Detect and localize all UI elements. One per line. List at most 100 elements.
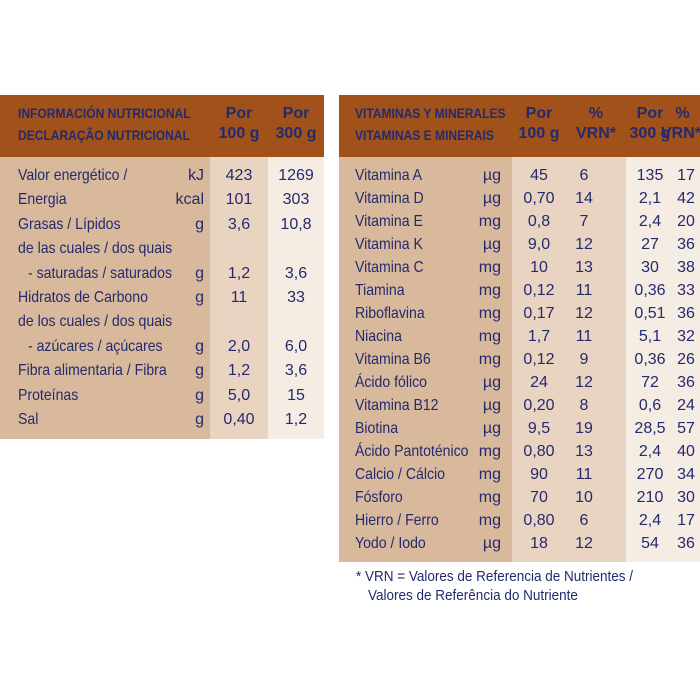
vrn-per-300g: 26 — [677, 351, 695, 368]
vitamin-unit: µg — [482, 535, 501, 552]
col-per100-header-top: Por — [525, 105, 553, 122]
value-per-300g: 30 — [641, 259, 659, 276]
vitamin-name: Biotina — [355, 420, 399, 437]
nutrient-unit: g — [195, 411, 204, 428]
nutrient-name: Valor energético / — [18, 167, 128, 184]
value-per-300g: 3,6 — [284, 362, 308, 380]
footnote-line-1: * VRN = Valores de Referencia de Nutrien… — [356, 568, 634, 585]
value-per-100g: 90 — [530, 466, 548, 483]
vitamin-unit: mg — [478, 489, 501, 506]
vitamin-row: Vitamina B6 mg 0,12 9 0,36 26 — [339, 348, 700, 371]
vrn-per-100g: 19 — [575, 420, 593, 437]
value-per-100g: 1,2 — [227, 362, 251, 380]
vrn-per-300g: 24 — [677, 397, 695, 414]
nutrition-row: Grasas / Lípidos g 3,6 10,8 — [0, 213, 324, 236]
vitamin-row: Niacina mg 1,7 11 5,1 32 — [339, 325, 700, 348]
vitamin-unit: µg — [482, 374, 501, 391]
vrn-per-100g: 12 — [575, 236, 593, 253]
nutrition-row: Sal g 0,40 1,2 — [0, 408, 324, 431]
vitamin-row: Yodo / Iodo µg 18 12 54 36 — [339, 532, 700, 555]
vrn-per-100g: 7 — [579, 213, 589, 230]
nutrient-unit: g — [195, 289, 204, 306]
value-per-300g: 2,4 — [638, 512, 662, 529]
vrn-per-100g: 6 — [579, 167, 589, 184]
col-per100-header-top: Por — [225, 105, 253, 122]
value-per-100g: 0,70 — [523, 190, 555, 207]
vitamin-unit: mg — [478, 466, 501, 483]
nutrition-row: Fibra alimentaria / Fibra g 1,2 3,6 — [0, 359, 324, 382]
vitamin-name: Vitamina A — [355, 167, 423, 184]
per-100g-column-band — [210, 157, 268, 439]
value-per-300g: 54 — [641, 535, 659, 552]
value-per-100g: 3,6 — [227, 215, 251, 233]
vitamin-name: Calcio / Cálcio — [355, 466, 445, 483]
nutrition-title-pt: DECLARAÇÃO NUTRICIONAL — [18, 127, 190, 143]
nutrient-unit: kJ — [188, 167, 204, 184]
vrn-per-100g: 6 — [579, 512, 589, 529]
vitamin-name: Tiamina — [355, 282, 405, 299]
vitamin-name: Vitamina K — [355, 236, 423, 253]
value-per-300g: 15 — [287, 386, 305, 404]
vitamins-title-pt: VITAMINAS E MINERAIS — [355, 127, 494, 143]
vrn-per-100g: 13 — [575, 443, 593, 460]
vrn-per-100g: 14 — [575, 190, 593, 207]
nutrition-row: - saturadas / saturados g 1,2 3,6 — [0, 262, 324, 285]
value-per-100g: 45 — [530, 167, 548, 184]
value-per-100g: 18 — [530, 535, 548, 552]
col-per300-header-bottom: 300 g — [629, 125, 671, 142]
value-per-100g: 2,0 — [227, 337, 251, 355]
vrn-per-100g: 12 — [575, 374, 593, 391]
value-per-100g: 0,17 — [523, 305, 555, 322]
vitamin-unit: mg — [478, 305, 501, 322]
value-per-100g: 423 — [225, 167, 253, 184]
value-per-100g: 11 — [230, 289, 248, 306]
col-vrn300-header-top: % — [675, 105, 690, 122]
value-per-300g: 1269 — [278, 167, 314, 184]
value-per-300g: 33 — [287, 289, 305, 306]
vrn-per-100g: 10 — [575, 489, 593, 506]
vitamin-row: Fósforo mg 70 10 210 30 — [339, 486, 700, 509]
value-per-100g: 0,80 — [523, 512, 555, 529]
value-per-300g: 270 — [636, 466, 664, 483]
value-per-300g: 135 — [636, 167, 664, 184]
nutrient-name: Hidratos de Carbono — [18, 289, 148, 306]
vitamin-row: Biotina µg 9,5 19 28,5 57 — [339, 417, 700, 440]
nutrient-unit: kcal — [175, 191, 204, 209]
col-per300-header-bottom: 300 g — [275, 125, 317, 142]
value-per-300g: 27 — [641, 236, 659, 253]
vrn-per-100g: 8 — [579, 397, 589, 414]
vitamin-unit: mg — [478, 443, 501, 460]
nutrient-name: Grasas / Lípidos — [18, 215, 121, 233]
nutrient-name: de las cuales / dos quais — [18, 240, 173, 258]
vrn-per-300g: 40 — [677, 443, 695, 460]
value-per-100g: 9,0 — [527, 236, 551, 253]
vitamin-name: Vitamina B6 — [355, 351, 431, 368]
value-per-300g: 2,4 — [638, 443, 662, 460]
vrn-per-100g: 11 — [575, 328, 593, 345]
vrn-per-300g: 36 — [677, 374, 695, 391]
value-per-100g: 5,0 — [227, 386, 251, 404]
vitamins-header: VITAMINAS Y MINERALES VITAMINAS E MINERA… — [339, 95, 700, 157]
nutrient-unit: g — [195, 215, 204, 233]
vitamin-unit: mg — [478, 213, 501, 230]
value-per-100g: 101 — [225, 191, 253, 209]
nutrient-name: Proteínas — [18, 386, 79, 404]
vitamin-name: Riboflavina — [355, 305, 425, 322]
vitamin-row: Vitamina B12 µg 0,20 8 0,6 24 — [339, 394, 700, 417]
vitamin-row: Vitamina D µg 0,70 14 2,1 42 — [339, 187, 700, 210]
vitamin-name: Vitamina C — [355, 259, 424, 276]
vitamin-unit: mg — [478, 512, 501, 529]
vitamin-row: Ácido Pantoténico mg 0,80 13 2,4 40 — [339, 440, 700, 463]
vrn-per-300g: 34 — [677, 466, 695, 483]
value-per-100g: 10 — [530, 259, 548, 276]
vitamin-name: Vitamina B12 — [355, 397, 439, 414]
value-per-300g: 3,6 — [284, 264, 308, 282]
value-per-100g: 0,12 — [523, 282, 555, 299]
col-vrn100-header-bottom: VRN* — [575, 125, 616, 142]
nutrient-name: Sal — [18, 411, 39, 428]
col-per100-header-bottom: 100 g — [218, 125, 260, 142]
value-per-100g: 1,2 — [227, 264, 251, 282]
vitamin-name: Vitamina D — [355, 190, 424, 207]
value-per-100g: 0,40 — [223, 411, 255, 428]
vitamin-unit: mg — [478, 328, 501, 345]
